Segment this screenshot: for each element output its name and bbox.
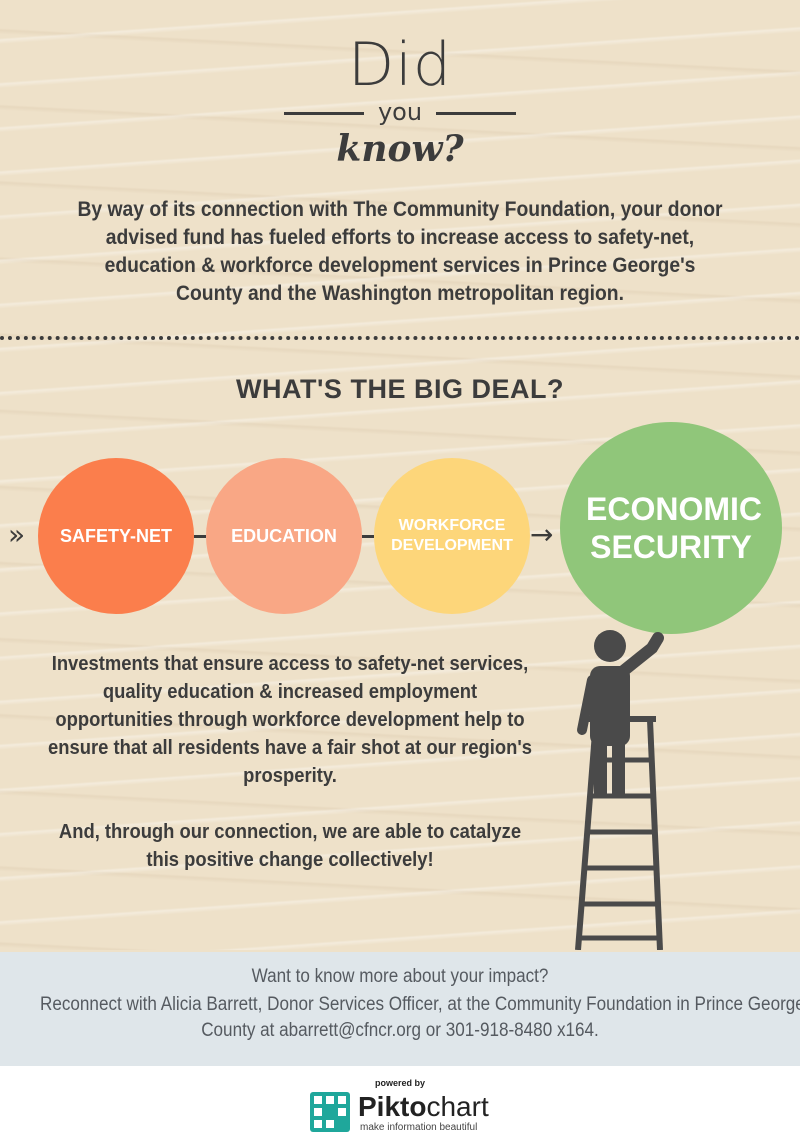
title-did: Did: [348, 30, 452, 100]
arrow-right-icon: →: [530, 518, 554, 551]
double-chevron-right-icon: »: [8, 518, 26, 551]
footer-line-3: County at abarrett@cfncr.org or 301-918-…: [201, 1020, 599, 1041]
powered-by-label: powered by: [374, 1078, 425, 1088]
brand-name-bold: Pikto: [358, 1091, 427, 1122]
body-paragraph-2: And, through our connection, we are able…: [58, 821, 522, 871]
person-on-ladder-icon: [575, 630, 664, 950]
title-rule-left: [284, 112, 364, 115]
title-know: know?: [336, 128, 464, 170]
intro-paragraph: By way of its connection with The Commun…: [77, 198, 723, 305]
circle-label: EDUCATION: [231, 525, 337, 546]
circle-label: WORKFORCE DEVELOPMENT: [391, 517, 513, 554]
circle-safety-net: SAFETY-NET: [38, 458, 194, 614]
brand-name-light: chart: [426, 1091, 489, 1122]
circle-education: EDUCATION: [206, 458, 362, 614]
brand-tagline: make information beautiful: [360, 1122, 478, 1133]
body-paragraph-1: Investments that ensure access to safety…: [48, 653, 532, 787]
brand-name: Piktochart: [358, 1092, 489, 1122]
brand-bar: powered by Piktochart make information b…: [0, 1066, 800, 1146]
piktochart-logo-icon: [310, 1092, 350, 1132]
title-you-row: you: [0, 98, 800, 128]
title-rule-right: [436, 112, 516, 115]
title-you: you: [377, 98, 423, 126]
circle-label: ECONOMIC SECURITY: [586, 491, 762, 565]
connector-2: [362, 535, 374, 538]
circle-workforce-development: WORKFORCE DEVELOPMENT: [374, 458, 530, 614]
connector-1: [194, 535, 206, 538]
circle-economic-security: ECONOMIC SECURITY: [560, 422, 782, 634]
dotted-divider: [0, 336, 800, 340]
footer: Want to know more about your impact? Rec…: [0, 952, 800, 1066]
section-title: WHAT'S THE BIG DEAL?: [236, 374, 564, 404]
circle-label: SAFETY-NET: [59, 525, 172, 546]
footer-line-1: Want to know more about your impact?: [251, 966, 549, 987]
footer-line-2: Reconnect with Alicia Barrett, Donor Ser…: [40, 994, 800, 1015]
